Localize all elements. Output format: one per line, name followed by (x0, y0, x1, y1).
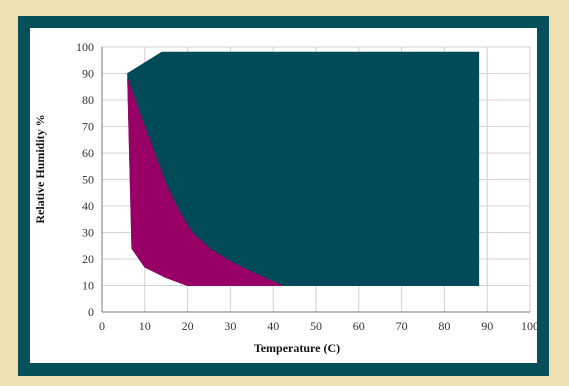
axis-layer (101, 47, 530, 313)
x-tick-label: 40 (267, 319, 279, 333)
area-layer (127, 51, 480, 286)
chart-svg: 0 10 20 30 40 50 60 70 80 90 100 0 10 20 30 40 50 60 70 80 9… (33, 40, 539, 355)
x-tick-label: 50 (310, 319, 322, 333)
y-axis-label: Relative Humidity % (33, 114, 47, 223)
y-tick-label: 50 (82, 173, 94, 187)
x-tick-label: 70 (396, 319, 408, 333)
y-tick-label: 70 (82, 120, 94, 134)
y-tick-label: 10 (82, 279, 94, 293)
y-tick-label: 40 (82, 199, 94, 213)
y-tick-label: 100 (76, 40, 94, 54)
y-tick-label: 60 (82, 146, 94, 160)
x-tick-label: 20 (182, 319, 194, 333)
y-tick-label: 90 (82, 67, 94, 81)
x-tick-label: 80 (438, 319, 450, 333)
x-tick-label: 100 (521, 319, 537, 333)
tick-label-layer: 0 10 20 30 40 50 60 70 80 90 100 0 10 20 30 40 50 60 70 80 9… (76, 40, 539, 333)
x-tick-label: 0 (99, 319, 105, 333)
y-tick-label: 30 (82, 226, 94, 240)
x-tick-label: 10 (139, 319, 151, 333)
x-tick-label: 30 (224, 319, 236, 333)
chart-frame: 0 10 20 30 40 50 60 70 80 90 100 0 10 20 30 40 50 60 70 80 9… (18, 16, 549, 376)
magenta-area-region (127, 78, 282, 286)
y-tick-label: 0 (88, 305, 94, 319)
y-tick-label: 20 (82, 252, 94, 266)
x-axis-label: Temperature (C) (254, 341, 340, 355)
x-tick-label: 60 (353, 319, 365, 333)
x-tick-label: 90 (481, 319, 493, 333)
chart-panel: 0 10 20 30 40 50 60 70 80 90 100 0 10 20 30 40 50 60 70 80 9… (30, 28, 539, 363)
y-tick-label: 80 (82, 93, 94, 107)
